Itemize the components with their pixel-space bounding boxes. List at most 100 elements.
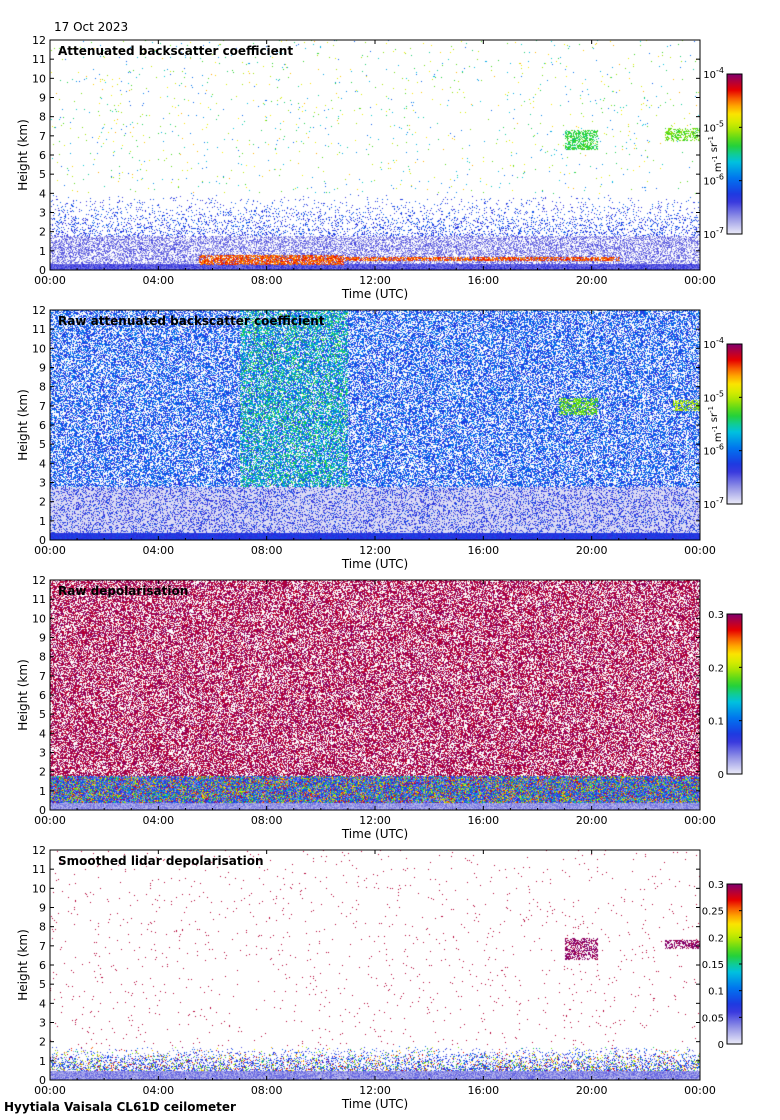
colorbar-tick-label: 0.3 — [708, 610, 724, 621]
colorbar-tick-label: 10-6 — [703, 173, 724, 188]
panel-title: Raw attenuated backscatter coefficient — [58, 314, 325, 328]
y-tick-label: 7 — [39, 670, 46, 683]
colorbar-frame — [726, 613, 743, 775]
x-tick-label: 04:00 — [142, 814, 174, 827]
y-tick-label: 11 — [32, 863, 46, 876]
x-tick-label: 00:00 — [34, 544, 66, 557]
heatmap-field — [50, 40, 700, 270]
y-axis-label: Height (km) — [16, 389, 30, 460]
colorbar-tick-label: 0.25 — [702, 907, 724, 918]
y-tick-label: 8 — [39, 111, 46, 124]
y-tick-label: 2 — [39, 496, 46, 509]
colorbar-tick-label: 10-7 — [703, 496, 724, 511]
x-tick-label: 16:00 — [467, 544, 499, 557]
y-tick-label: 4 — [39, 727, 46, 740]
y-tick-label: 6 — [39, 419, 46, 432]
x-tick-label: 20:00 — [576, 1084, 608, 1097]
colorbar-tick-label: 0.2 — [708, 933, 724, 944]
y-tick-label: 1 — [39, 1055, 46, 1068]
panel-raw-depolarisation: 0 1 2 3 4 5 6 7 8 9 10 11 12 00:00 04:00 08:00 12:00 16:0… — [0, 570, 780, 841]
y-tick-label: 1 — [39, 785, 46, 798]
colorbar-tick-label: 10-4 — [703, 336, 724, 351]
y-tick-label: 9 — [39, 902, 46, 915]
y-tick-label: 11 — [32, 323, 46, 336]
panel-attenuated-backscatter: 0 1 2 3 4 5 6 7 8 9 10 11 12 00:00 04:00 08:00 12:00 16:0… — [0, 30, 780, 301]
x-tick-label: 00:00 — [684, 1084, 716, 1097]
y-tick-label: 0 — [39, 1074, 46, 1087]
colorbar — [727, 884, 742, 1044]
x-tick-label: 12:00 — [359, 814, 391, 827]
y-tick-label: 5 — [39, 438, 46, 451]
x-tick-label: 00:00 — [34, 1084, 66, 1097]
panel-smoothed-depolarisation: 0 1 2 3 4 5 6 7 8 9 10 11 12 00:00 04:00 08:00 12:00 16:0… — [0, 840, 780, 1111]
x-tick-label: 20:00 — [576, 544, 608, 557]
colorbar-frame — [726, 343, 743, 505]
y-tick-label: 5 — [39, 708, 46, 721]
y-tick-label: 7 — [39, 130, 46, 143]
colorbar-tick-label: 0.1 — [708, 717, 724, 728]
x-tick-label: 00:00 — [34, 274, 66, 287]
y-tick-label: 2 — [39, 226, 46, 239]
panel-raw-attenuated-backscatter: 0 1 2 3 4 5 6 7 8 9 10 11 12 00:00 04:00 08:00 12:00 16:0… — [0, 300, 780, 571]
y-tick-label: 1 — [39, 245, 46, 258]
y-tick-label: 3 — [39, 477, 46, 490]
y-tick-label: 6 — [39, 689, 46, 702]
heatmap-field — [50, 850, 700, 1080]
x-tick-label: 12:00 — [359, 274, 391, 287]
y-tick-label: 5 — [39, 978, 46, 991]
colorbar-unit: m-1 sr-1 — [707, 136, 724, 172]
y-tick-label: 6 — [39, 959, 46, 972]
y-tick-label: 12 — [32, 844, 46, 857]
y-tick-label: 8 — [39, 651, 46, 664]
y-tick-label: 7 — [39, 940, 46, 953]
y-tick-label: 4 — [39, 187, 46, 200]
heatmap-field — [50, 310, 700, 540]
panel-title: Raw depolarisation — [58, 584, 188, 598]
y-tick-label: 2 — [39, 766, 46, 779]
y-tick-label: 0 — [39, 264, 46, 277]
y-tick-label: 9 — [39, 632, 46, 645]
y-tick-label: 5 — [39, 168, 46, 181]
x-tick-label: 08:00 — [251, 544, 283, 557]
y-tick-label: 2 — [39, 1036, 46, 1049]
y-tick-label: 10 — [32, 72, 46, 85]
colorbar — [727, 614, 742, 774]
x-tick-label: 00:00 — [684, 274, 716, 287]
y-tick-label: 10 — [32, 882, 46, 895]
y-tick-label: 7 — [39, 400, 46, 413]
x-tick-label: 16:00 — [467, 274, 499, 287]
x-axis-label: Time (UTC) — [341, 1097, 408, 1111]
x-tick-label: 20:00 — [576, 274, 608, 287]
colorbar-tick-label: 0.2 — [708, 663, 724, 674]
x-tick-label: 00:00 — [34, 814, 66, 827]
x-tick-label: 00:00 — [684, 814, 716, 827]
x-tick-label: 12:00 — [359, 544, 391, 557]
colorbar-tick-label: 10-7 — [703, 226, 724, 241]
x-axis-label: Time (UTC) — [341, 287, 408, 301]
y-tick-label: 4 — [39, 457, 46, 470]
y-tick-label: 11 — [32, 593, 46, 606]
x-axis-label: Time (UTC) — [341, 827, 408, 841]
colorbar — [727, 74, 742, 234]
colorbar-tick-label: 0.3 — [708, 880, 724, 891]
colorbar — [727, 344, 742, 504]
x-tick-label: 20:00 — [576, 814, 608, 827]
y-tick-label: 9 — [39, 92, 46, 105]
y-tick-label: 3 — [39, 747, 46, 760]
y-tick-label: 1 — [39, 515, 46, 528]
colorbar-unit: m-1 sr-1 — [707, 406, 724, 442]
colorbar-frame — [726, 73, 743, 235]
colorbar-tick-label: 0 — [718, 1040, 724, 1051]
y-tick-label: 10 — [32, 342, 46, 355]
y-tick-label: 11 — [32, 53, 46, 66]
instrument-footer: Hyytiala Vaisala CL61D ceilometer — [4, 1100, 236, 1114]
y-tick-label: 8 — [39, 921, 46, 934]
y-tick-label: 0 — [39, 804, 46, 817]
y-tick-label: 3 — [39, 1017, 46, 1030]
x-tick-label: 04:00 — [142, 274, 174, 287]
colorbar-tick-label: 0.1 — [708, 987, 724, 998]
